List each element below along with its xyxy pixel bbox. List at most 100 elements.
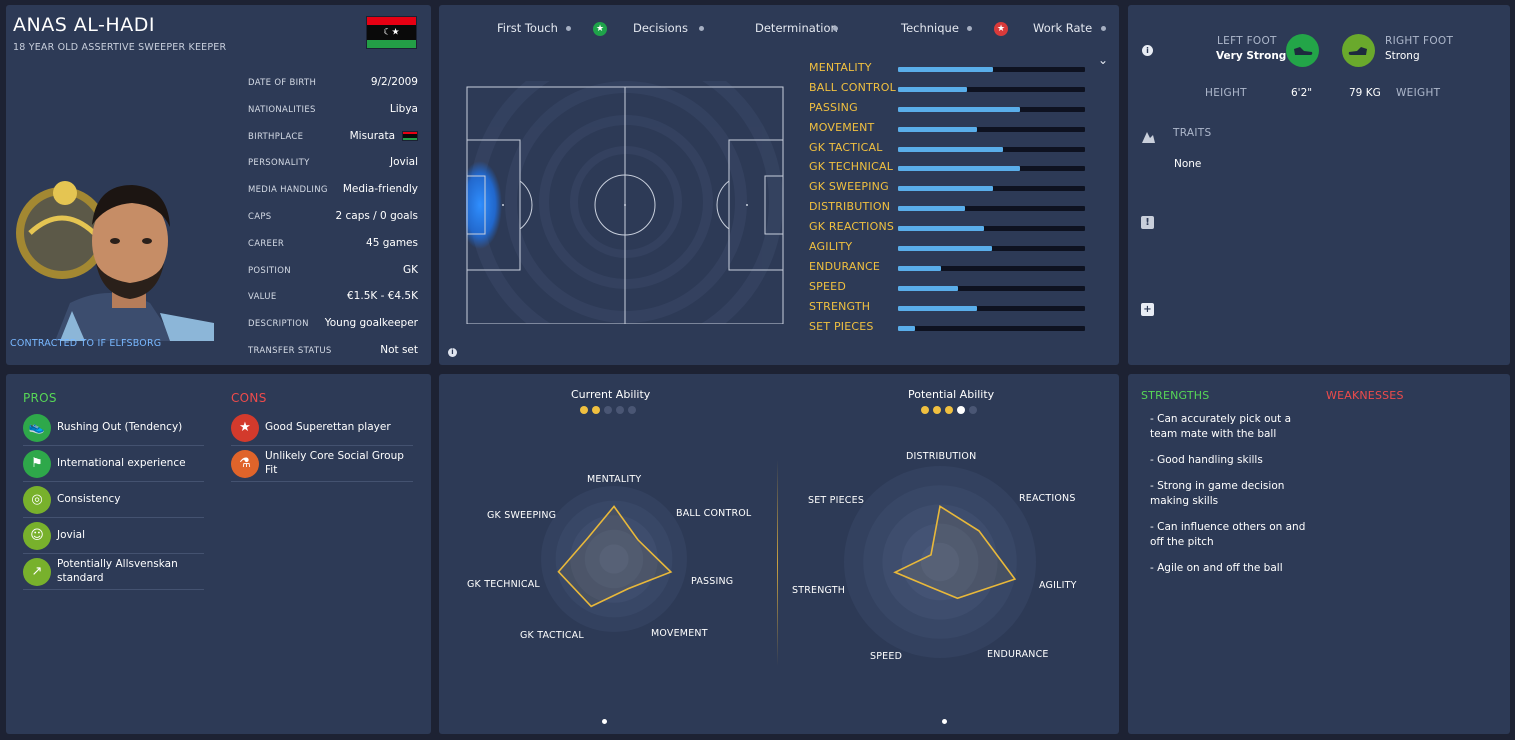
attribute-label: PASSING bbox=[809, 100, 858, 114]
radar-label: GK TACTICAL bbox=[520, 630, 584, 641]
info-row-nationalities: NATIONALITIES Libya bbox=[248, 102, 418, 115]
radar-label: STRENGTH bbox=[792, 585, 846, 596]
right-foot-label: RIGHT FOOT bbox=[1385, 35, 1454, 47]
nation-flag-icon[interactable]: ☾★ bbox=[366, 16, 417, 49]
attribute-row[interactable]: GK SWEEPING bbox=[809, 179, 1099, 199]
tab-determination[interactable]: Determination bbox=[755, 21, 838, 35]
attribute-bar-track bbox=[898, 246, 1085, 252]
attribute-bar-fill bbox=[898, 246, 992, 252]
radar-ring bbox=[920, 542, 960, 582]
attribute-bar-fill bbox=[898, 186, 994, 192]
traits-label: TRAITS bbox=[1173, 127, 1212, 139]
ability-star-icon bbox=[580, 406, 588, 414]
attribute-label: SPEED bbox=[809, 279, 846, 293]
attribute-row[interactable]: GK TECHNICAL bbox=[809, 159, 1099, 179]
tab-first-touch[interactable]: First Touch bbox=[497, 21, 558, 35]
height-label: HEIGHT bbox=[1205, 87, 1247, 99]
attribute-row[interactable]: MOVEMENT bbox=[809, 120, 1099, 140]
star-icon: ★ bbox=[231, 414, 259, 442]
info-row-position: POSITION GK bbox=[248, 263, 418, 276]
traits-icon bbox=[1140, 129, 1156, 143]
right-foot-value: Strong bbox=[1385, 50, 1420, 62]
strengths-title: STRENGTHS bbox=[1141, 389, 1210, 402]
contract-link[interactable]: CONTRACTED TO IF ELFSBORG bbox=[10, 338, 162, 349]
ability-radar-panel: Current Ability Potential Ability MENTAL… bbox=[439, 374, 1119, 734]
list-item: - Agile on and off the ball bbox=[1150, 562, 1283, 574]
page-indicator-dot[interactable] bbox=[942, 719, 947, 724]
attribute-row[interactable]: GK REACTIONS bbox=[809, 219, 1099, 239]
list-item[interactable]: ◎ Consistency bbox=[23, 482, 204, 518]
attribute-row[interactable]: MENTALITY bbox=[809, 60, 1099, 80]
radar-chart-left bbox=[541, 486, 687, 632]
attribute-row[interactable]: BALL CONTROL bbox=[809, 80, 1099, 100]
pros-cons-panel: PROS 👟 Rushing Out (Tendency) ⚑ Internatio… bbox=[6, 374, 431, 734]
attribute-bar-fill bbox=[898, 206, 966, 212]
attribute-bar-fill bbox=[898, 226, 985, 232]
page-indicator-dot[interactable] bbox=[602, 719, 607, 724]
cons-title: CONS bbox=[231, 391, 267, 405]
attribute-label: AGILITY bbox=[809, 240, 853, 254]
traits-value: None bbox=[1174, 158, 1202, 170]
attribute-bar-track bbox=[898, 226, 1085, 232]
attribute-label: SET PIECES bbox=[809, 319, 874, 333]
chevron-down-icon[interactable]: ⌄ bbox=[1098, 53, 1109, 67]
ability-star-icon bbox=[933, 406, 941, 414]
attribute-bar-track bbox=[898, 186, 1085, 192]
ability-star-icon bbox=[628, 406, 636, 414]
left-foot-label: LEFT FOOT bbox=[1217, 35, 1277, 47]
attribute-bar-fill bbox=[898, 126, 977, 132]
alert-icon[interactable]: ! bbox=[1141, 216, 1154, 229]
list-item[interactable]: ★ Good Superettan player bbox=[231, 410, 413, 446]
attribute-label: GK TACTICAL bbox=[809, 140, 883, 154]
attribute-label: MENTALITY bbox=[809, 61, 872, 74]
info-row-transfer-status: TRANSFER STATUS Not set bbox=[248, 343, 418, 356]
physical-panel: i LEFT FOOT Very Strong RIGHT FOOT Stron… bbox=[1128, 5, 1510, 365]
club-crest-icon bbox=[16, 181, 108, 279]
head-icon: ☺ bbox=[23, 522, 51, 550]
tab-technique[interactable]: Technique bbox=[901, 21, 959, 35]
attribute-row[interactable]: PASSING bbox=[809, 100, 1099, 120]
radar-label: ENDURANCE bbox=[987, 649, 1049, 660]
tab-separator bbox=[699, 26, 704, 31]
attribute-bar-fill bbox=[898, 285, 958, 291]
list-item: - Strong in game decision making skills bbox=[1150, 480, 1285, 507]
attribute-row[interactable]: SPEED bbox=[809, 279, 1099, 299]
info-icon[interactable]: i bbox=[448, 348, 457, 357]
weight-label: WEIGHT bbox=[1396, 87, 1441, 99]
attribute-bar-fill bbox=[898, 265, 941, 271]
info-icon[interactable]: i bbox=[1142, 45, 1153, 56]
strengths-weaknesses-panel: STRENGTHS WEAKNESSES - Can accurately pi… bbox=[1128, 374, 1510, 734]
list-item[interactable]: 👟 Rushing Out (Tendency) bbox=[23, 410, 204, 446]
attribute-row[interactable]: STRENGTH bbox=[809, 299, 1099, 319]
attribute-row[interactable]: SET PIECES bbox=[809, 319, 1099, 339]
attribute-row[interactable]: GK TACTICAL bbox=[809, 140, 1099, 160]
potential-ability-stars bbox=[921, 406, 977, 414]
medical-kit-icon[interactable]: + bbox=[1141, 303, 1154, 316]
potential-ability-label: Potential Ability bbox=[908, 388, 995, 401]
attribute-row[interactable]: DISTRIBUTION bbox=[809, 199, 1099, 219]
attribute-label: ENDURANCE bbox=[809, 259, 881, 273]
tab-separator bbox=[833, 26, 838, 31]
radar-label: DISTRIBUTION bbox=[906, 451, 977, 462]
radar-label: GK TECHNICAL bbox=[467, 579, 540, 590]
radar-label: SET PIECES bbox=[808, 495, 865, 506]
position-pitch bbox=[466, 81, 784, 324]
player-portrait bbox=[10, 163, 214, 341]
attribute-row[interactable]: ENDURANCE bbox=[809, 259, 1099, 279]
list-item[interactable]: ↗ Potentially Allsvenskan standard bbox=[23, 554, 204, 590]
list-item[interactable]: ⚗ Unlikely Core Social Group Fit bbox=[231, 446, 413, 482]
attribute-bar-track bbox=[898, 146, 1085, 152]
attribute-bar-track bbox=[898, 325, 1085, 331]
tab-work-rate[interactable]: Work Rate bbox=[1033, 21, 1093, 35]
list-item[interactable]: ☺ Jovial bbox=[23, 518, 204, 554]
cons-list: ★ Good Superettan player ⚗ Unlikely Core S… bbox=[231, 410, 413, 482]
attributes-panel: First Touch ★ Decisions Determination Te… bbox=[439, 5, 1119, 365]
ability-star-icon bbox=[945, 406, 953, 414]
tab-decisions[interactable]: Decisions bbox=[633, 21, 688, 35]
radar-label: MENTALITY bbox=[587, 474, 642, 485]
list-item[interactable]: ⚑ International experience bbox=[23, 446, 204, 482]
green-star-icon: ★ bbox=[593, 22, 607, 36]
flag-icon: ⚑ bbox=[23, 450, 51, 478]
attribute-row[interactable]: AGILITY bbox=[809, 239, 1099, 259]
height-value: 6'2" bbox=[1291, 87, 1313, 99]
